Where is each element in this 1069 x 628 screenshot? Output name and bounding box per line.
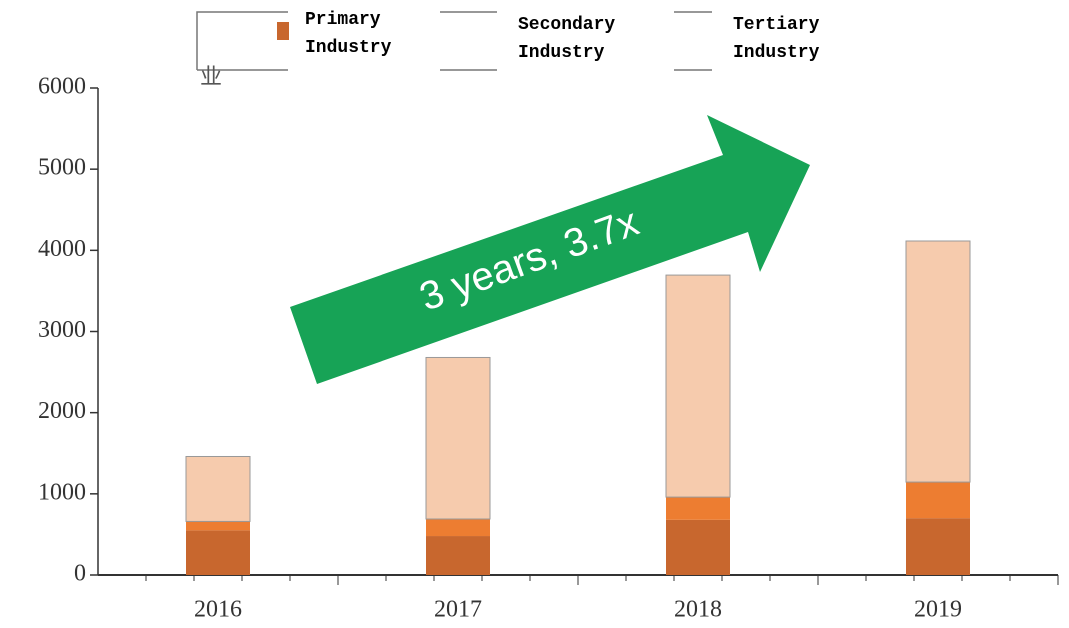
bar-segment [426, 536, 490, 575]
bar-segment [425, 356, 491, 520]
legend-swatch [277, 22, 289, 40]
bar-segment [665, 274, 731, 498]
y-tick-label: 5000 [38, 155, 86, 181]
bar-segment [426, 518, 490, 537]
x-tick-label: 2017 [434, 597, 482, 623]
bar-segment [186, 521, 250, 531]
y-tick-label: 6000 [38, 74, 86, 100]
legend-fragment: 业 [200, 65, 222, 90]
bar-segment [666, 519, 730, 575]
legend-label: Tertiary Industry [733, 15, 820, 63]
bar-segment [906, 482, 970, 519]
growth-arrow [290, 115, 810, 384]
y-tick-label: 1000 [38, 479, 86, 505]
x-tick-label: 2018 [674, 597, 722, 623]
x-tick-label: 2019 [914, 597, 962, 623]
x-tick-label: 2016 [194, 597, 242, 623]
legend-label: Secondary Industry [518, 15, 616, 63]
bar-segment [906, 518, 970, 575]
y-tick-label: 2000 [38, 398, 86, 424]
y-tick-label: 4000 [38, 236, 86, 262]
y-tick-label: 0 [74, 561, 86, 587]
bar-segment [666, 497, 730, 520]
bar-segment [185, 455, 251, 522]
bar-segment [186, 530, 250, 575]
legend-label: Primary Industry [305, 10, 392, 58]
y-tick-label: 3000 [38, 317, 86, 343]
bar-segment [905, 240, 971, 483]
legend-frame [196, 11, 712, 71]
